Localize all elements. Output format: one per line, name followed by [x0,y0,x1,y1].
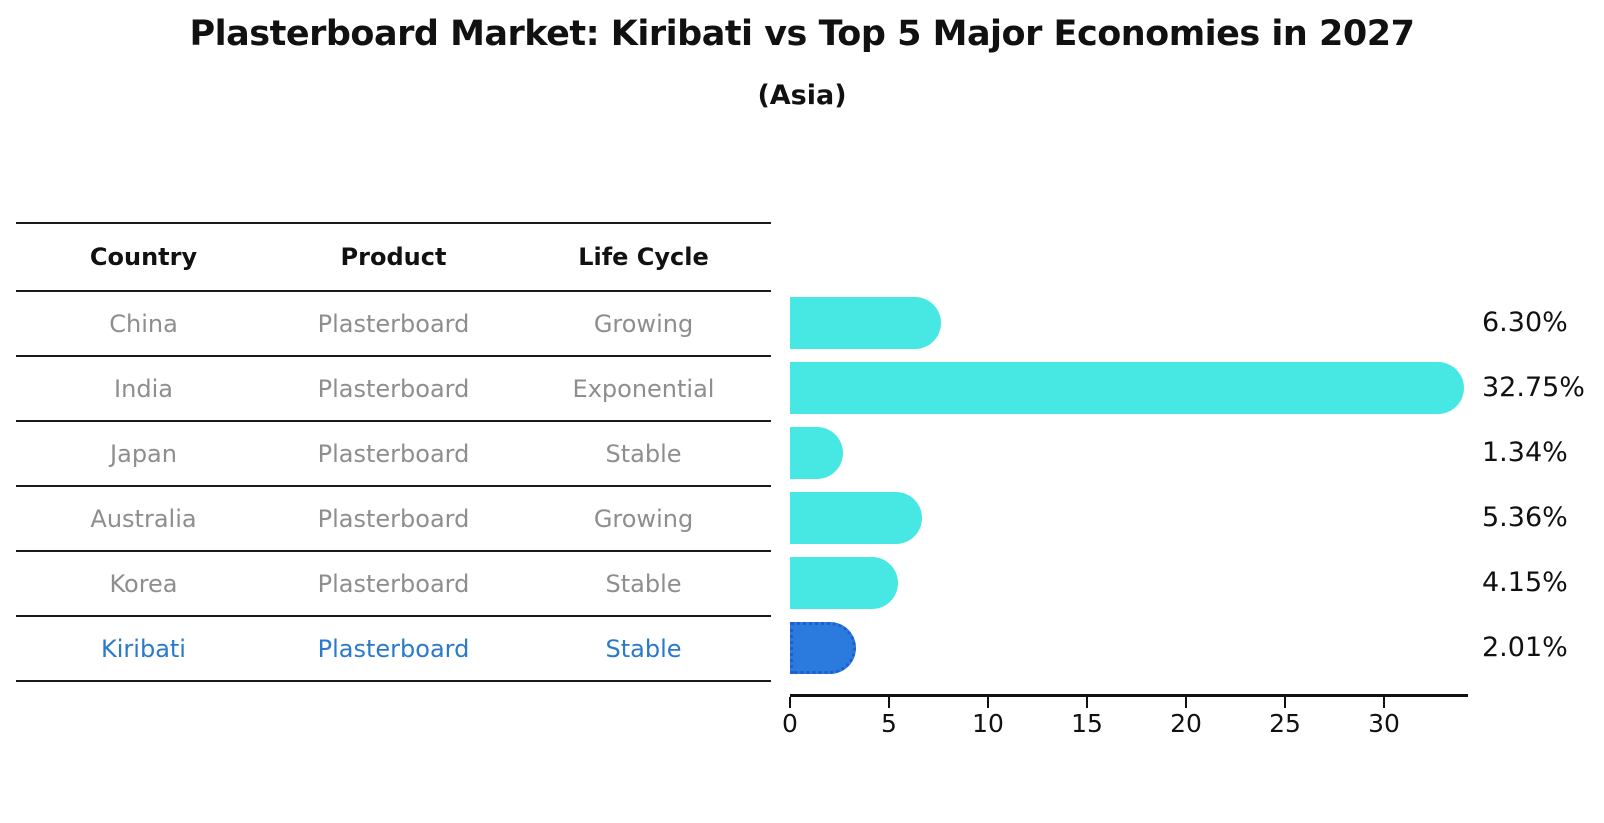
table-row: Kiribati Plasterboard Stable [16,617,771,682]
bar-australia [790,491,923,544]
value-label-australia: 5.36% [1482,502,1568,533]
cell-product: Plasterboard [317,374,470,403]
chart-subtitle: (Asia) [757,80,847,111]
cell-life-cycle: Growing [593,309,694,338]
table-row: Japan Plasterboard Stable [16,422,771,487]
value-label-japan: 1.34% [1482,437,1568,468]
x-tick-label: 0 [782,709,798,738]
cell-life-cycle: Stable [605,634,682,663]
x-tick [789,697,791,708]
x-tick [1383,697,1385,708]
cell-product: Plasterboard [317,569,470,598]
bar-japan [790,426,843,479]
cell-life-cycle: Stable [605,439,682,468]
x-tick [888,697,890,708]
table-row: Australia Plasterboard Growing [16,487,771,552]
x-tick [1185,697,1187,708]
x-tick [1284,697,1286,708]
bar-kiribati [790,621,856,674]
x-tick-label: 25 [1269,709,1301,738]
bar-india [790,361,1465,414]
cell-country: Kiribati [101,634,186,663]
table-row: China Plasterboard Growing [16,292,771,357]
value-label-kiribati: 2.01% [1482,632,1568,663]
cell-life-cycle: Growing [593,504,694,533]
cell-life-cycle: Stable [605,569,682,598]
cell-country: China [109,309,178,338]
column-header-country: Country [89,243,198,271]
value-label-korea: 4.15% [1482,567,1568,598]
value-label-india: 32.75% [1482,372,1585,403]
bar-china [790,296,941,349]
x-tick [987,697,989,708]
chart-title: Plasterboard Market: Kiribati vs Top 5 M… [189,14,1415,54]
cell-product: Plasterboard [317,504,470,533]
value-label-china: 6.30% [1482,307,1568,338]
column-header-life-cycle: Life Cycle [578,243,709,271]
cell-country: India [114,374,173,403]
table-body: China Plasterboard Growing India Plaster… [16,292,771,682]
x-tick-label: 30 [1368,709,1400,738]
bar-plot-area [790,290,1468,697]
bar-korea [790,556,899,609]
cell-life-cycle: Exponential [572,374,715,403]
table-row: Korea Plasterboard Stable [16,552,771,617]
table-header-row: Country Product Life Cycle [16,224,771,292]
x-tick-label: 10 [972,709,1004,738]
cell-product: Plasterboard [317,634,470,663]
country-table: Country Product Life Cycle China Plaster… [16,222,771,682]
x-tick-label: 20 [1170,709,1202,738]
cell-product: Plasterboard [317,439,470,468]
cell-country: Japan [110,439,177,468]
x-tick [1086,697,1088,708]
cell-country: Korea [109,569,178,598]
cell-country: Australia [90,504,197,533]
column-header-product: Product [340,243,447,271]
x-tick-label: 5 [881,709,897,738]
x-tick-label: 15 [1071,709,1103,738]
table-row: India Plasterboard Exponential [16,357,771,422]
cell-product: Plasterboard [317,309,470,338]
